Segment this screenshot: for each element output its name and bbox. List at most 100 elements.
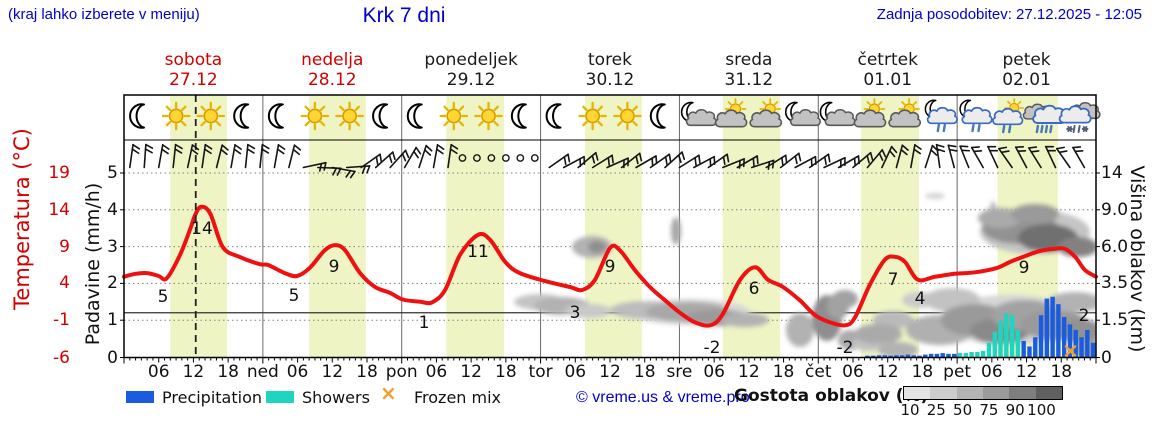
- weather-icon-moon-cloud-rain: [924, 99, 958, 133]
- shower-bar: [1004, 313, 1009, 358]
- temp-tick-9: 9: [59, 236, 70, 257]
- cloud-cover-blobs: [514, 193, 1096, 358]
- wind-barb-icon: [910, 144, 922, 169]
- precip-bar: [952, 353, 957, 358]
- weather-icon-sun: [300, 101, 330, 131]
- wind-barb-icon: [157, 144, 170, 169]
- wind-barb-icon: [779, 152, 802, 169]
- day-name: nedelja: [301, 50, 364, 70]
- weather-icon-moon: [267, 103, 284, 129]
- shower-bar: [1009, 315, 1015, 358]
- cloud-height-tick-14: 14: [1101, 163, 1123, 183]
- day-header-ponedeljek: ponedeljek 29.12: [406, 50, 536, 90]
- x-day-label-pon: pon: [385, 362, 418, 382]
- temp-label: 11: [467, 242, 489, 262]
- calm-wind-icon: [487, 154, 496, 162]
- wind-barb-icon: [432, 144, 445, 169]
- precip-bar: [923, 354, 928, 358]
- precip-bar: [1073, 329, 1078, 358]
- shower-bar: [963, 353, 969, 358]
- weather-icon-moon: [545, 103, 562, 129]
- x-hour-label: 18: [633, 362, 656, 382]
- x-day-label-tor: tor: [528, 362, 553, 382]
- x-hour-label: 18: [356, 362, 378, 382]
- wind-barb-icon: [959, 145, 971, 169]
- wind-barb-icon: [331, 166, 356, 179]
- shower-bar: [1015, 329, 1021, 358]
- cloud-scale-value-10: 10: [900, 401, 920, 419]
- cloud-blob: [878, 342, 918, 358]
- wind-barb-icon: [970, 146, 984, 169]
- precip-tick-4: 4: [107, 199, 118, 220]
- cloud-scale-segment: [1035, 387, 1062, 399]
- cloud-blob: [1048, 292, 1096, 312]
- temp-label: -2: [837, 338, 854, 358]
- precip-bar: [882, 355, 888, 358]
- copyright-link[interactable]: © vreme.us & vreme.pro: [576, 389, 750, 406]
- cloud-scale-segment: [956, 387, 983, 399]
- x-hour-label: 06: [147, 362, 170, 382]
- weather-icon-sun: [335, 101, 364, 131]
- calm-wind-icon: [530, 154, 539, 162]
- precip-bar: [1061, 317, 1067, 358]
- wind-barb-icon: [620, 152, 643, 169]
- precip-bar: [865, 355, 870, 358]
- precip-tick-5: 5: [107, 163, 118, 183]
- temp-label: 9: [329, 257, 340, 277]
- weather-icon-moon: [233, 103, 250, 129]
- day-name: četrtek: [857, 50, 918, 70]
- cloud-blob: [588, 241, 606, 253]
- temp-label: 2: [1079, 306, 1090, 326]
- precip-bar: [899, 355, 905, 358]
- daylight-band: [446, 95, 505, 358]
- wind-barb-icon: [288, 144, 302, 169]
- temp-label: 4: [915, 289, 926, 309]
- frozen-mix-icon: ×: [380, 381, 397, 405]
- x-hour-label: 18: [1050, 362, 1073, 382]
- cloud-blob: [1011, 204, 1059, 224]
- day-header-nedelja: nedelja 28.12: [267, 50, 397, 90]
- weather-icon-sun: [439, 101, 469, 131]
- wind-barb-icon: [389, 149, 410, 169]
- x-hour-label: 06: [286, 362, 309, 382]
- precip-bar: [934, 353, 940, 358]
- precip-bar: [1033, 337, 1038, 358]
- wind-barb-icon: [635, 155, 658, 169]
- day-date: 31.12: [724, 70, 774, 90]
- wind-barb-icon: [1072, 146, 1086, 169]
- temp-label: 1: [419, 313, 430, 333]
- temp-label: 14: [191, 219, 213, 239]
- x-hour-label: 06: [703, 362, 725, 382]
- daylight-band: [309, 95, 366, 358]
- axis-ticks: [120, 172, 1100, 364]
- wind-barb-icon: [947, 144, 958, 169]
- day-name: petek: [1002, 50, 1051, 70]
- showers-label: Showers: [302, 388, 370, 407]
- frozen-mix-marker: [1064, 345, 1077, 357]
- x-hour-label: 06: [564, 362, 587, 382]
- shower-bar: [969, 351, 974, 358]
- x-day-label-čet: čet: [805, 362, 832, 382]
- wind-barb-icon: [230, 144, 242, 169]
- calm-wind-icon: [473, 154, 481, 162]
- weather-icon-moon-cloud: [784, 101, 821, 127]
- day-name: sobota: [164, 50, 223, 70]
- precip-bar: [1038, 315, 1044, 358]
- precip-tick-1: 1: [107, 310, 118, 331]
- temp-tick--6: -6: [53, 347, 70, 368]
- weather-icon-moon: [372, 103, 389, 129]
- cloud-scale-value-50: 50: [953, 401, 973, 419]
- weather-icon-moon: [510, 103, 527, 129]
- day-date: 29.12: [446, 70, 496, 90]
- wind-barb-icon: [273, 144, 286, 169]
- day-date: 30.12: [585, 70, 635, 90]
- shower-bar: [980, 350, 986, 358]
- wind-barb-icon: [128, 143, 141, 169]
- precip-bar: [1050, 296, 1055, 358]
- weather-icon-moon: [129, 103, 146, 129]
- precip-bar: [1056, 304, 1061, 358]
- wind-barb-icon: [1014, 145, 1028, 169]
- cloud-blob: [786, 313, 814, 347]
- x-hour-label: 18: [217, 362, 239, 382]
- cloud-height-tick-1.5: 1.5: [1101, 310, 1129, 331]
